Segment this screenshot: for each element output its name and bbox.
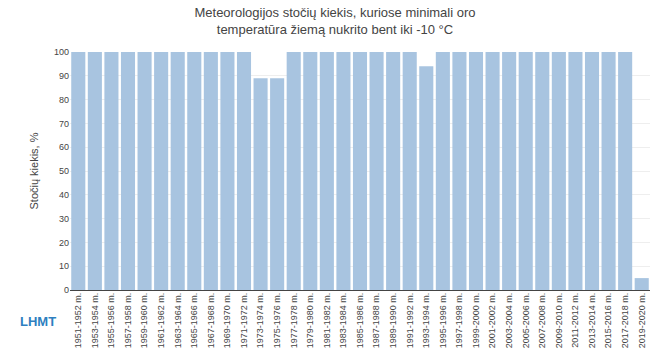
- svg-text:0: 0: [64, 285, 69, 295]
- svg-text:1979-1980 m.: 1979-1980 m.: [305, 293, 315, 349]
- svg-text:60: 60: [59, 142, 69, 152]
- svg-text:1987-1988 m.: 1987-1988 m.: [371, 293, 381, 349]
- svg-text:2007-2008 m.: 2007-2008 m.: [537, 293, 547, 349]
- svg-text:50: 50: [59, 166, 69, 176]
- svg-text:1975-1976 m.: 1975-1976 m.: [272, 293, 282, 349]
- svg-text:1951-1952 m.: 1951-1952 m.: [73, 293, 83, 349]
- svg-text:1953-1954 m.: 1953-1954 m.: [90, 293, 100, 349]
- svg-text:10: 10: [59, 261, 69, 271]
- svg-text:2003-2004 m.: 2003-2004 m.: [504, 293, 514, 349]
- svg-text:1983-1984 m.: 1983-1984 m.: [338, 293, 348, 349]
- svg-text:2017-2018 m.: 2017-2018 m.: [620, 293, 630, 349]
- svg-text:2011-2012 m.: 2011-2012 m.: [570, 293, 580, 348]
- svg-text:90: 90: [59, 71, 69, 81]
- svg-text:1977-1978 m.: 1977-1978 m.: [289, 293, 299, 349]
- svg-text:1965-1966 m.: 1965-1966 m.: [189, 293, 199, 349]
- svg-text:1991-1992 m.: 1991-1992 m.: [405, 293, 415, 349]
- svg-text:2015-2016 m.: 2015-2016 m.: [603, 293, 613, 349]
- svg-text:1959-1960 m.: 1959-1960 m.: [139, 293, 149, 349]
- svg-text:20: 20: [59, 238, 69, 248]
- svg-text:1957-1958 m.: 1957-1958 m.: [123, 293, 133, 349]
- svg-text:Stočių kiekis, %: Stočių kiekis, %: [28, 132, 40, 209]
- svg-text:30: 30: [59, 214, 69, 224]
- svg-text:2005-2006 m.: 2005-2006 m.: [521, 293, 531, 349]
- svg-text:1993-1994 m.: 1993-1994 m.: [421, 293, 431, 349]
- svg-text:2001-2002 m.: 2001-2002 m.: [487, 293, 497, 349]
- svg-text:1961-1962 m.: 1961-1962 m.: [156, 293, 166, 349]
- svg-text:1963-1964 m.: 1963-1964 m.: [173, 293, 183, 349]
- svg-text:1967-1968 m.: 1967-1968 m.: [206, 293, 216, 349]
- svg-text:1981-1982 m.: 1981-1982 m.: [322, 293, 332, 349]
- svg-text:80: 80: [59, 95, 69, 105]
- svg-text:1969-1970 m.: 1969-1970 m.: [222, 293, 232, 349]
- svg-text:100: 100: [54, 47, 69, 57]
- svg-text:1971-1972 m.: 1971-1972 m.: [239, 293, 249, 349]
- svg-text:LHMT: LHMT: [20, 314, 56, 329]
- svg-text:1985-1986 m.: 1985-1986 m.: [355, 293, 365, 349]
- svg-text:2019-2020 m.: 2019-2020 m.: [637, 293, 647, 349]
- svg-text:Meteorologijos stočių kiekis,: Meteorologijos stočių kiekis, kuriose mi…: [194, 5, 475, 37]
- svg-text:40: 40: [59, 190, 69, 200]
- svg-text:1989-1990 m.: 1989-1990 m.: [388, 293, 398, 349]
- svg-text:70: 70: [59, 119, 69, 129]
- svg-text:2013-2014 m.: 2013-2014 m.: [587, 293, 597, 349]
- svg-text:1995-1996 m.: 1995-1996 m.: [438, 293, 448, 349]
- svg-text:1973-1974 m.: 1973-1974 m.: [255, 293, 265, 349]
- svg-text:1955-1956 m.: 1955-1956 m.: [106, 293, 116, 349]
- svg-text:1999-2000 m.: 1999-2000 m.: [471, 293, 481, 349]
- svg-text:1997-1998 m.: 1997-1998 m.: [454, 293, 464, 349]
- svg-text:2009-2010 m.: 2009-2010 m.: [554, 293, 564, 349]
